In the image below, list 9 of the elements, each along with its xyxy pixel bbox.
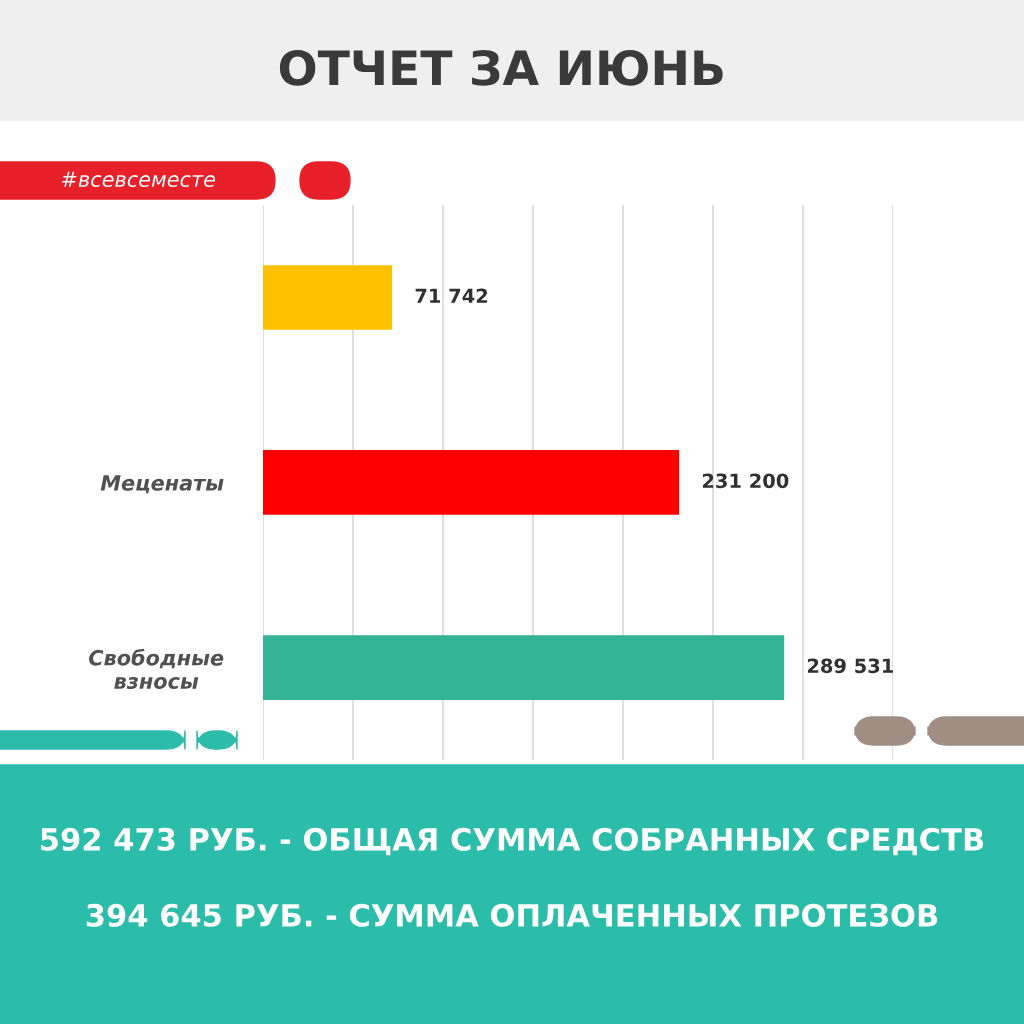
text: 394 645 РУБ. - СУММА ОПЛАЧЕННЫХ ПРОТЕЗОВ: [86, 903, 938, 927]
y-tick-label: Свободные взносы: [89, 648, 224, 689]
text: #всевсеместе: [61, 171, 216, 188]
chart-title: ОТЧЕТ ЗА ИЮНЬ: [279, 49, 723, 86]
data-label: 231 200: [702, 473, 789, 489]
y-tick-label: Меценаты: [100, 475, 224, 494]
data-label: 289 531: [807, 658, 893, 674]
text: 592 473 РУБ. - ОБЩАЯ СУММА СОБРАННЫХ СРЕДСТВ: [41, 827, 984, 856]
data-label: 71 742: [415, 288, 488, 303]
